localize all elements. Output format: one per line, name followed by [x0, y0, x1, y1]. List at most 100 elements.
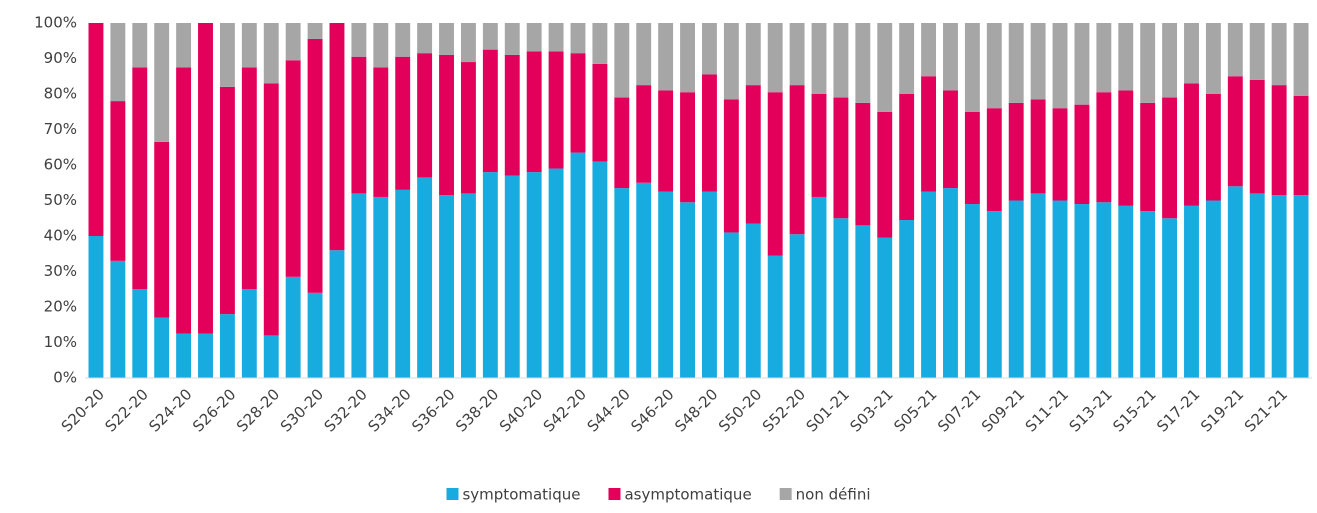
bar-segment: [943, 188, 958, 378]
bar-segment: [658, 90, 674, 192]
x-tick-label: S50-20: [715, 385, 765, 435]
bar-segment: [110, 23, 126, 102]
bar-segment: [1008, 200, 1024, 378]
x-tick-label: S21-21: [1241, 385, 1291, 435]
bar-segment: [285, 276, 301, 378]
bar-segment: [1030, 23, 1046, 100]
bar-segment: [1184, 23, 1199, 84]
bar-segment: [570, 23, 586, 54]
bar-segment: [526, 23, 542, 52]
bar-segment: [702, 23, 717, 75]
bar-segment: [614, 97, 630, 189]
x-tick-label: S11-21: [1022, 385, 1072, 435]
bar-segment: [395, 23, 411, 57]
bar-segment: [482, 172, 498, 378]
bar-segment: [526, 172, 542, 378]
bar-segment: [1205, 23, 1221, 94]
bar-segment: [636, 182, 652, 378]
bar-segment: [395, 56, 411, 190]
bar-segment: [263, 335, 279, 378]
bar-segment: [373, 196, 389, 378]
bar-segment: [373, 23, 389, 68]
bar-segment: [592, 63, 608, 162]
bar-segment: [1271, 85, 1287, 196]
bar-segment: [439, 23, 454, 55]
bar-segment: [986, 108, 1002, 212]
bar-segment: [548, 23, 564, 52]
bar-segment: [1140, 23, 1156, 103]
bar-segment: [636, 85, 652, 183]
bar-segment: [570, 152, 586, 378]
bar-segment: [110, 260, 126, 378]
bar-segment: [833, 23, 849, 98]
bar-segment: [855, 225, 871, 378]
bar-segment: [811, 94, 827, 197]
bar-segment: [570, 53, 586, 153]
bar-segment: [789, 85, 805, 235]
bar-segment: [548, 168, 564, 378]
bar-segment: [943, 23, 958, 91]
bar-segment: [745, 23, 761, 86]
bar-segment: [986, 23, 1002, 109]
bar-segment: [1249, 23, 1265, 80]
bar-segment: [198, 23, 213, 334]
x-tick-label: S42-20: [540, 385, 590, 435]
x-tick-label: S34-20: [364, 385, 414, 435]
bar-segment: [789, 23, 805, 86]
bar-segment: [417, 177, 433, 378]
bar-segment: [154, 317, 170, 378]
bar-segment: [899, 220, 915, 378]
bar-segment: [636, 23, 652, 86]
bar-segment: [307, 292, 323, 378]
bar-segment: [921, 23, 937, 77]
bar-segment: [329, 23, 345, 251]
x-tick-label: S17-21: [1153, 385, 1203, 435]
legend-swatch: [779, 488, 792, 500]
bar-segment: [504, 54, 520, 176]
bar-segment: [176, 23, 192, 68]
y-tick-label: 60%: [44, 156, 77, 174]
bar-segment: [767, 23, 783, 93]
bar-segment: [723, 23, 739, 100]
bar-segment: [680, 92, 695, 203]
legend-label: asymptomatique: [624, 486, 751, 504]
bar-segment: [855, 102, 871, 226]
bar-segment: [833, 97, 849, 219]
bar-segment: [1249, 79, 1265, 194]
bar-segment: [1074, 104, 1090, 205]
bar-segment: [877, 237, 893, 378]
bar-segment: [1030, 99, 1046, 194]
bar-segment: [1205, 94, 1221, 201]
bar-segment: [1096, 23, 1112, 93]
bar-segment: [154, 23, 170, 142]
bar-segment: [767, 92, 783, 256]
bar-segment: [504, 175, 520, 378]
bar-segment: [482, 23, 498, 50]
bar-segment: [482, 49, 498, 173]
bar-segment: [723, 99, 739, 233]
bar-segment: [526, 51, 542, 173]
bar-segment: [329, 250, 345, 378]
bar-segment: [351, 193, 367, 378]
bar-segment: [307, 23, 323, 39]
x-tick-label: S38-20: [452, 385, 502, 435]
bar-segment: [219, 23, 235, 87]
bar-segment: [1162, 97, 1178, 219]
y-tick-label: 100%: [34, 14, 77, 32]
bar-segment: [658, 23, 674, 91]
y-tick-label: 70%: [44, 120, 77, 138]
bar-segment: [176, 333, 192, 378]
bar-segment: [460, 23, 476, 63]
bar-segment: [1052, 200, 1068, 378]
bar-segment: [1030, 193, 1046, 378]
x-tick-label: S03-21: [846, 385, 896, 435]
bar-segment: [811, 23, 827, 94]
bar-segment: [1140, 102, 1156, 212]
bar-segment: [1162, 23, 1178, 98]
x-tick-label: S32-20: [321, 385, 371, 435]
bar-segment: [219, 86, 235, 315]
bar-segment: [1052, 23, 1068, 109]
bar-segment: [1227, 186, 1243, 378]
bar-segment: [614, 23, 630, 98]
